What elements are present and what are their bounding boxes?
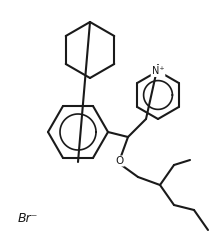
Text: O: O — [116, 156, 124, 166]
Text: N⁺: N⁺ — [152, 66, 164, 76]
Text: Br⁻: Br⁻ — [18, 212, 38, 225]
